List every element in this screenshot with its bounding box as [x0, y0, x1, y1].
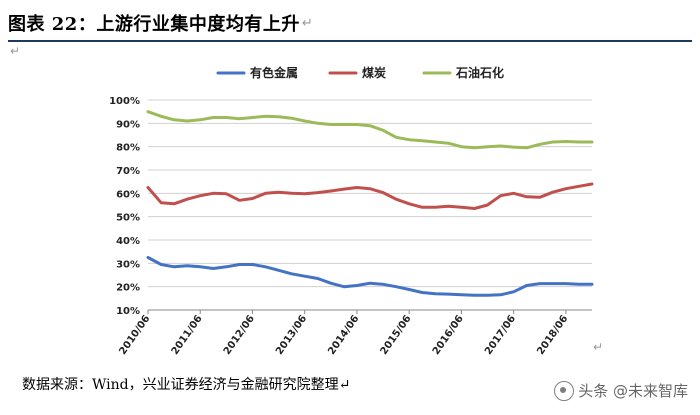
legend-label: 石油石化	[455, 65, 504, 80]
y-tick-label: 80%	[116, 143, 140, 154]
y-tick-label: 90%	[116, 119, 140, 130]
series-line	[146, 182, 594, 210]
y-tick-label: 30%	[116, 259, 140, 270]
y-tick-label: 20%	[116, 283, 140, 294]
x-tick-label: 2017/06	[483, 313, 518, 357]
x-tick-label: 2010/06	[117, 313, 152, 357]
figure-title: 图表 22：上游行业集中度均有上升	[8, 14, 300, 35]
paragraph-mark: ↵	[301, 15, 313, 31]
chart-legend: 有色金属 煤炭 石油石化	[216, 65, 504, 80]
y-tick-label: 40%	[116, 236, 140, 247]
series-line	[146, 256, 594, 297]
y-tick-label: 70%	[116, 166, 140, 177]
legend-label: 有色金属	[250, 65, 298, 80]
legend-label: 煤炭	[362, 65, 386, 80]
paragraph-mark-left: ↵	[10, 44, 21, 58]
y-tick-label: 10%	[116, 306, 140, 317]
data-source-note: 数据来源：Wind，兴业证券经济与金融研究院整理↵	[22, 377, 351, 393]
x-tick-label: 2011/06	[170, 313, 205, 357]
figure-header: 图表 22：上游行业集中度均有上升 ↵	[8, 6, 692, 42]
chart-axes: 10% 20% 30% 40% 50% 60% 70% 80% 90% 100% 2010/06 20…	[109, 96, 592, 357]
x-tick-label: 2012/06	[222, 313, 257, 357]
x-tick-label: 2016/06	[431, 313, 466, 357]
x-tick-label: 2018/06	[535, 313, 570, 357]
paragraph-mark-right: ↵	[593, 340, 604, 354]
y-tick-label: 60%	[116, 189, 140, 200]
chart-gridlines	[148, 99, 592, 288]
y-tick-label: 100%	[109, 96, 140, 107]
watermark-text: 头条 @未来智库	[578, 382, 688, 400]
watermark: 头条 @未来智库	[554, 380, 688, 401]
x-tick-label: 2013/06	[274, 313, 309, 357]
watermark-logo-icon	[554, 380, 575, 401]
y-tick-label: 50%	[116, 213, 140, 224]
chart-series	[146, 110, 594, 297]
x-tick-label: 2014/06	[326, 313, 361, 357]
x-tick-label: 2015/06	[379, 313, 414, 357]
series-line	[146, 110, 594, 150]
